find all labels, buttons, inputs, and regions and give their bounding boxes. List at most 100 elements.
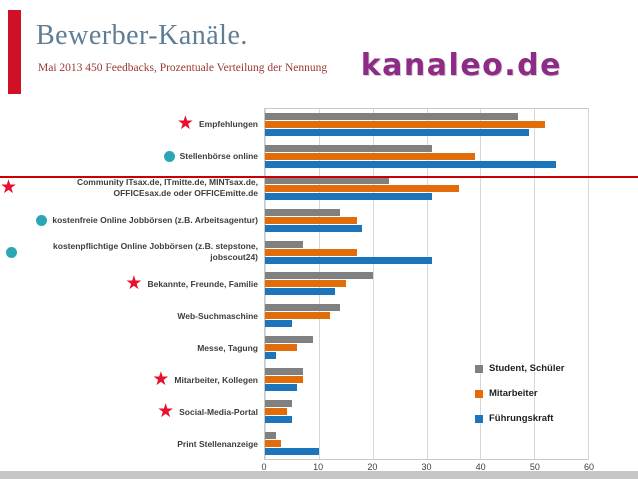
- category-label-row: Web-Suchmaschine: [0, 300, 264, 332]
- bar-Führungskraft: [265, 320, 292, 328]
- legend-item: Mitarbeiter: [475, 388, 564, 399]
- legend-swatch: [475, 364, 483, 373]
- legend-label: Student, Schüler: [489, 363, 565, 374]
- dot-marker-icon: [163, 150, 175, 162]
- category-label-row: ★ Mitarbeiter, Kollegen: [0, 364, 264, 396]
- bar-group: [265, 173, 588, 205]
- star-marker-icon: ★: [125, 273, 143, 295]
- gridline: [372, 109, 374, 459]
- bar-Student, Schüler: [265, 240, 303, 248]
- gridline: [588, 109, 589, 459]
- bar-Führungskraft: [265, 447, 319, 455]
- bar-group: [265, 109, 588, 141]
- x-tick-label: 10: [313, 462, 324, 472]
- bar-Student, Schüler: [265, 113, 519, 121]
- red-accent-bar: [8, 10, 21, 94]
- category-label: Messe, Tagung: [197, 342, 258, 353]
- bar-rows: [265, 109, 588, 459]
- category-label: Empfehlungen: [198, 118, 258, 129]
- bar-Führungskraft: [265, 161, 556, 169]
- dot-marker-icon: [6, 246, 17, 258]
- star-marker-icon: ★: [176, 113, 194, 135]
- chart-legend: Student, Schüler Mitarbeiter Führungskraft: [475, 363, 564, 424]
- category-label-row: ★ Social-Media-Portal: [0, 396, 264, 428]
- legend-item: Führungskraft: [475, 413, 564, 424]
- category-label: Mitarbeiter, Kollegen: [174, 374, 258, 385]
- category-label-row: ★ Bekannte, Freunde, Familie: [0, 268, 264, 300]
- bar-group: [265, 236, 588, 268]
- legend-swatch: [475, 389, 483, 398]
- bar-Führungskraft: [265, 415, 292, 423]
- bar-Student, Schüler: [265, 399, 292, 407]
- plot-wrap: Student, Schüler Mitarbeiter Führungskraft…: [261, 108, 594, 474]
- bar-group: [265, 141, 588, 173]
- x-tick-label: 50: [529, 462, 540, 472]
- bar-Mitarbeiter: [265, 407, 287, 415]
- category-label: kostenfreie Online Jobbörsen (z.B. Arbei…: [52, 214, 258, 225]
- bar-Führungskraft: [265, 288, 335, 296]
- bar-Student, Schüler: [265, 431, 276, 439]
- bar-Mitarbeiter: [265, 439, 282, 447]
- bar-Mitarbeiter: [265, 312, 330, 320]
- x-tick-label: 30: [421, 462, 432, 472]
- bar-group: [265, 427, 588, 459]
- plot-area: Student, Schüler Mitarbeiter Führungskraft: [264, 108, 589, 460]
- bar-Mitarbeiter: [265, 185, 459, 193]
- bar-Student, Schüler: [265, 208, 341, 216]
- x-tick-label: 40: [475, 462, 486, 472]
- bar-Führungskraft: [265, 224, 362, 232]
- x-tick-label: 60: [583, 462, 595, 472]
- bottom-strip: [0, 471, 638, 479]
- category-label: Social-Media-Portal: [179, 406, 258, 417]
- category-label-row: kostenfreie Online Jobbörsen (z.B. Arbei…: [0, 204, 264, 236]
- bar-group: [265, 268, 588, 300]
- bar-group: [265, 300, 588, 332]
- bar-Mitarbeiter: [265, 344, 298, 352]
- category-label: kostenpflichtige Online Jobbörsen (z.B. …: [53, 241, 258, 262]
- bar-group: [265, 395, 588, 427]
- star-marker-icon: ★: [152, 369, 170, 391]
- star-marker-icon: ★: [157, 401, 175, 423]
- category-label-row: ★ Empfehlungen: [0, 108, 264, 140]
- category-label-row: ★ Community ITsax.de, ITmitte.de, MINTsax…: [0, 172, 264, 204]
- x-tick-label: 20: [367, 462, 378, 472]
- bar-Student, Schüler: [265, 304, 341, 312]
- legend-label: Führungskraft: [489, 413, 554, 424]
- page-title: Bewerber-Kanäle.: [36, 20, 248, 51]
- category-label: Bekannte, Freunde, Familie: [147, 278, 258, 289]
- category-label: Community ITsax.de, ITmitte.de, MINTsax.…: [76, 177, 258, 198]
- bar-Führungskraft: [265, 352, 276, 360]
- kanaleo-logo: kanaleo.de: [360, 48, 562, 83]
- bar-Führungskraft: [265, 383, 298, 391]
- legend-label: Mitarbeiter: [489, 388, 538, 399]
- subtitle: Mai 2013 450 Feedbacks, Prozentuale Vert…: [38, 62, 328, 74]
- bar-chart: ★ Empfehlungen Stellenbörse online ★ Communi…: [0, 108, 594, 474]
- category-label-row: Stellenbörse online: [0, 140, 264, 172]
- bar-Mitarbeiter: [265, 248, 357, 256]
- bar-group: [265, 364, 588, 396]
- star-marker-icon: ★: [0, 177, 18, 199]
- category-label-row: Print Stellenanzeige: [0, 428, 264, 460]
- bar-Student, Schüler: [265, 336, 314, 344]
- category-label: Print Stellenanzeige: [177, 438, 258, 449]
- bar-Mitarbeiter: [265, 121, 545, 129]
- bar-Führungskraft: [265, 129, 529, 137]
- bar-Führungskraft: [265, 256, 432, 264]
- category-labels-column: ★ Empfehlungen Stellenbörse online ★ Communi…: [0, 108, 264, 474]
- gridline: [534, 109, 536, 459]
- bar-Student, Schüler: [265, 272, 373, 280]
- category-label: Stellenbörse online: [179, 150, 258, 161]
- category-label: Web-Suchmaschine: [177, 310, 258, 321]
- x-axis-ticks: 0 10 20 30 40 50 60: [261, 460, 594, 474]
- bar-Führungskraft: [265, 193, 432, 201]
- bar-Student, Schüler: [265, 145, 432, 153]
- x-tick-label: 0: [261, 462, 267, 472]
- bar-Mitarbeiter: [265, 216, 357, 224]
- bar-Mitarbeiter: [265, 153, 475, 161]
- bar-group: [265, 332, 588, 364]
- dot-marker-icon: [36, 214, 48, 226]
- gridline: [426, 109, 428, 459]
- bar-Student, Schüler: [265, 367, 303, 375]
- bar-Mitarbeiter: [265, 280, 346, 288]
